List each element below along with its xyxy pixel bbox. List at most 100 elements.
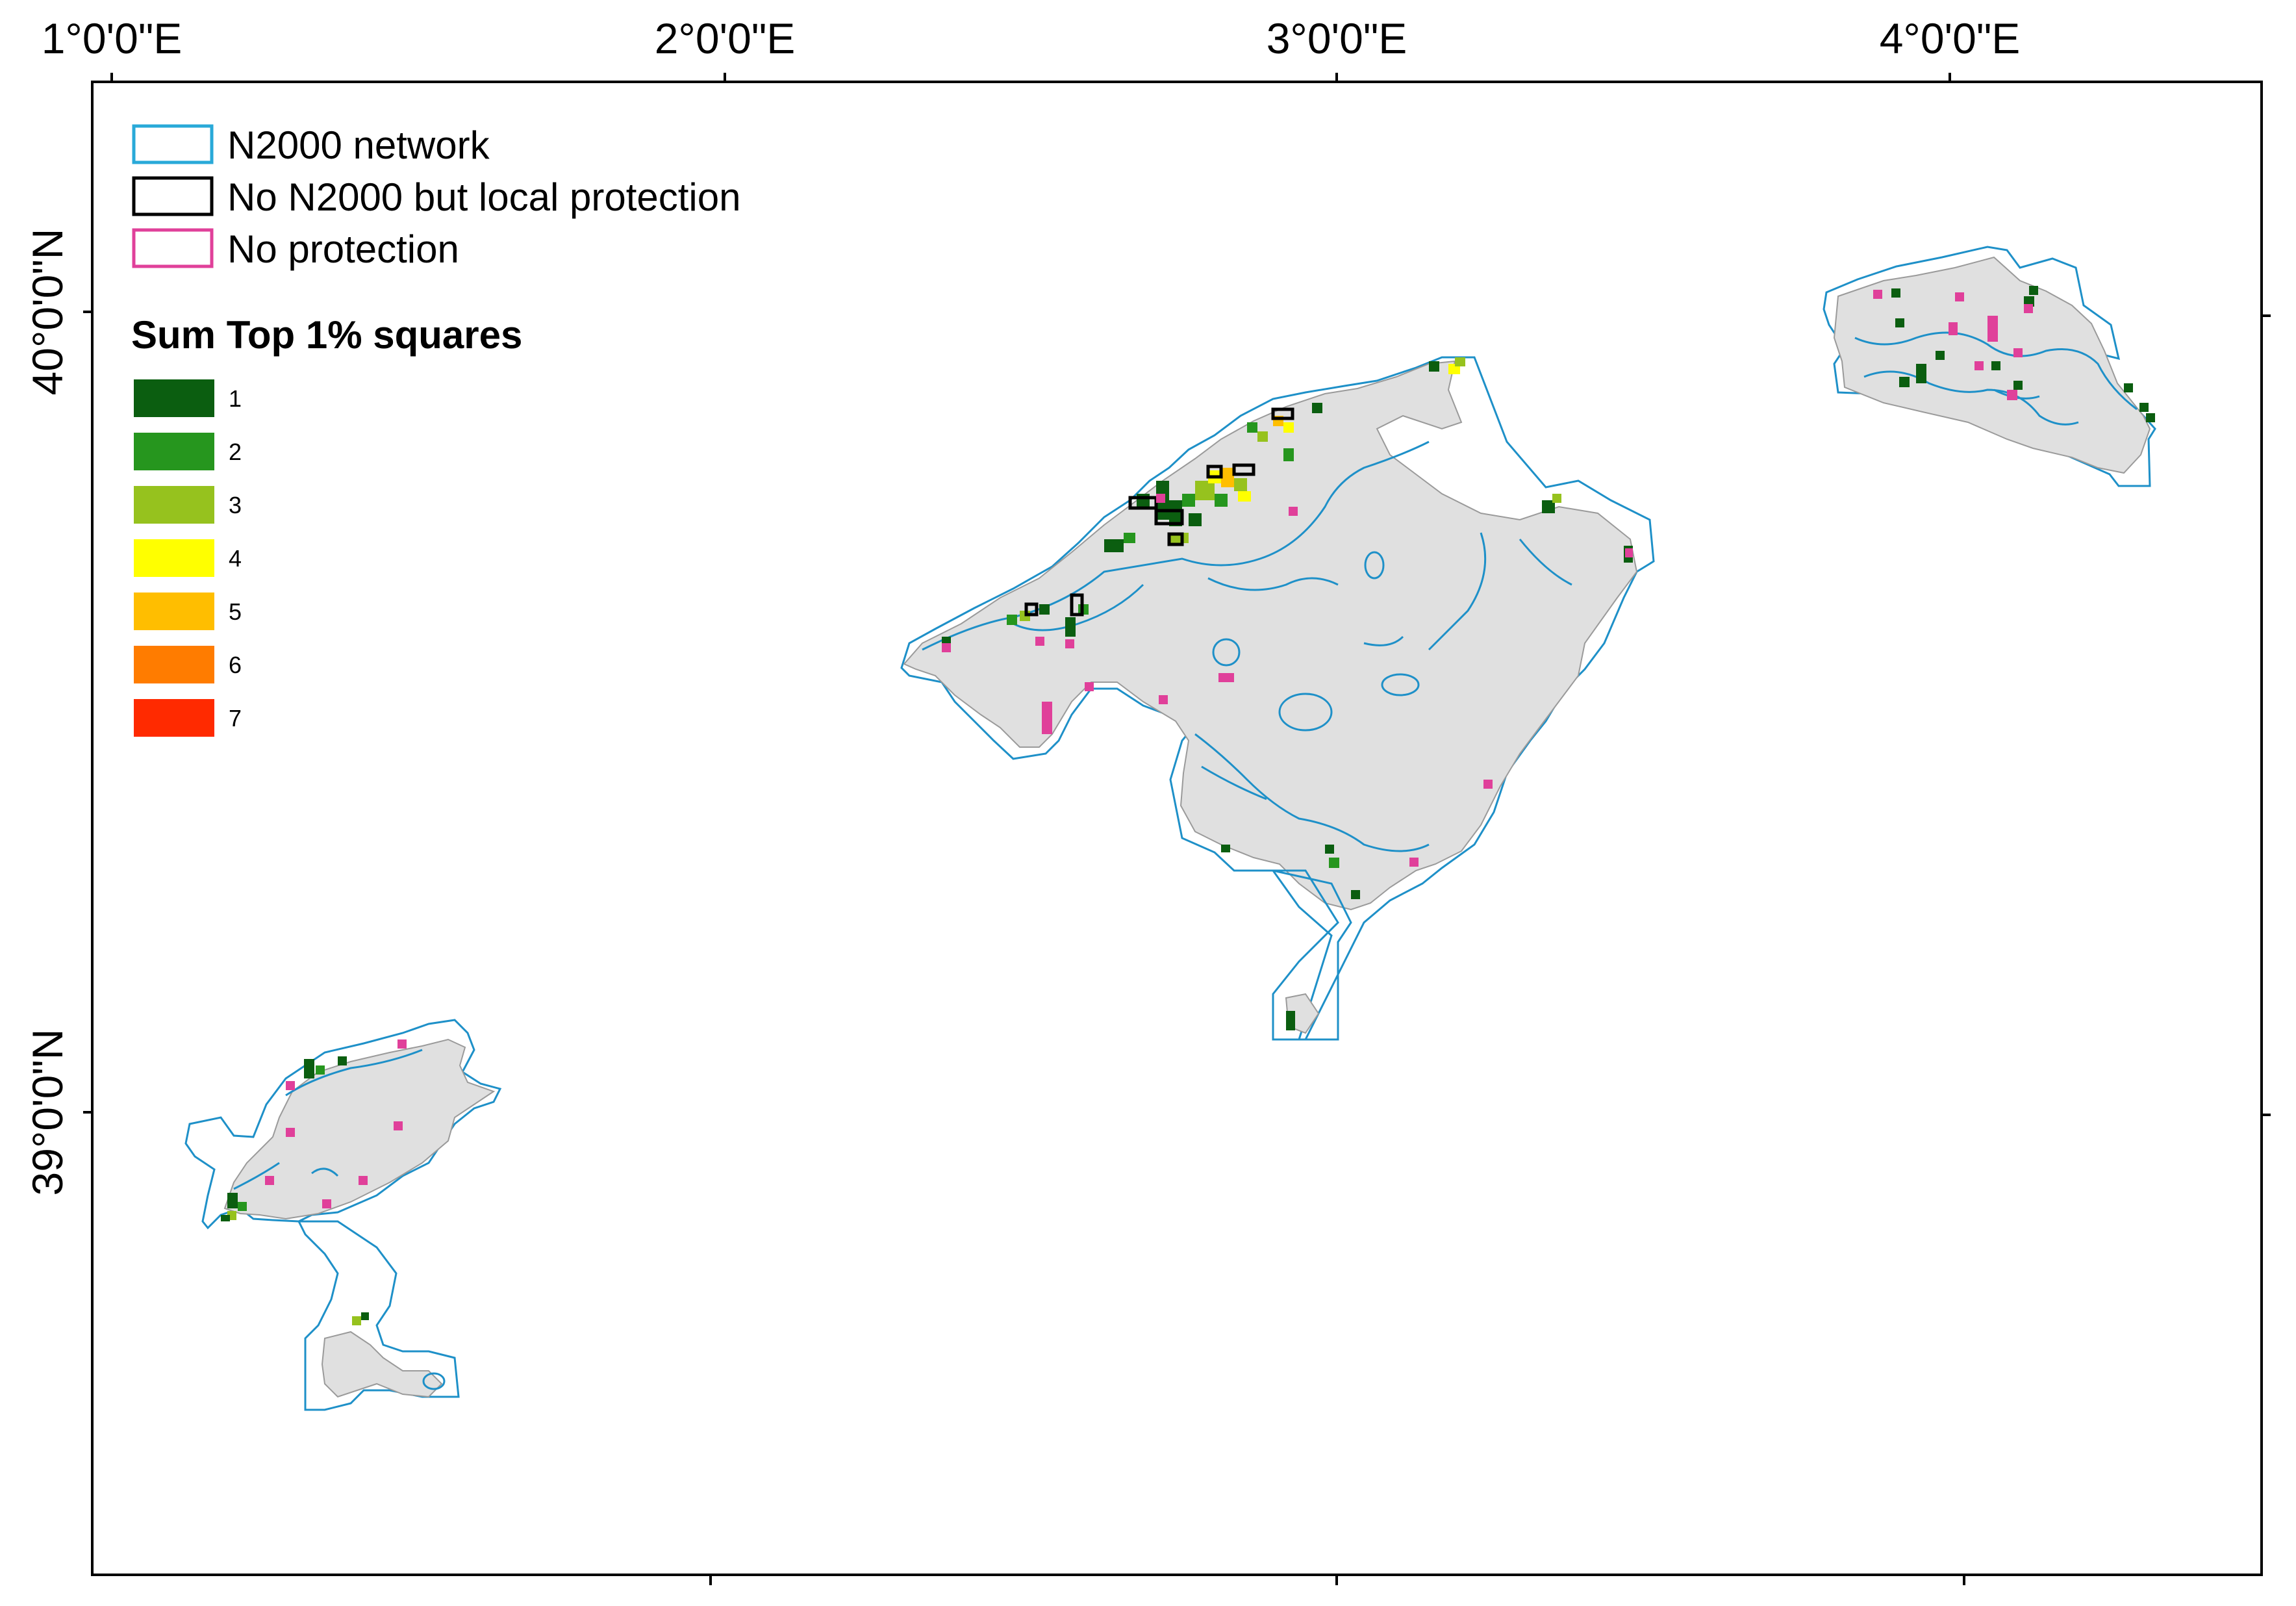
square-class-1 bbox=[361, 1312, 369, 1320]
square-class-2 bbox=[1247, 422, 1257, 433]
local-protection-cell bbox=[1167, 532, 1184, 546]
legend-swatch-n2000 bbox=[132, 124, 214, 164]
square-class-2 bbox=[1007, 615, 1017, 625]
no-protection-cell bbox=[397, 1039, 407, 1049]
legend-swatch-none bbox=[132, 228, 214, 268]
square-class-1 bbox=[1104, 539, 1124, 552]
tick-marks bbox=[83, 73, 2271, 1585]
legend-swatch-5 bbox=[134, 593, 214, 630]
local-protection-cell bbox=[1070, 593, 1084, 617]
local-protection-cell bbox=[1024, 602, 1039, 617]
lon-label-3e: 3°0'0"E bbox=[1267, 14, 1407, 62]
square-class-1 bbox=[2124, 383, 2133, 392]
square-class-2 bbox=[316, 1065, 325, 1075]
island-ibiza bbox=[184, 1019, 502, 1411]
legend-num-3: 3 bbox=[229, 492, 242, 518]
lon-label-1e: 1°0'0"E bbox=[42, 14, 183, 62]
square-class-2 bbox=[1329, 858, 1339, 868]
no-protection-cell bbox=[2013, 348, 2023, 357]
square-class-1 bbox=[1169, 500, 1182, 526]
no-protection-cell bbox=[2024, 304, 2033, 313]
square-class-1 bbox=[1916, 364, 1926, 383]
formentera-lagoon bbox=[422, 1372, 446, 1390]
no-protection-cell bbox=[1065, 639, 1074, 648]
legend-label-n2000: N2000 network bbox=[227, 123, 490, 167]
menorca-n2000-boundary bbox=[1823, 246, 2156, 487]
legend-label-none: No protection bbox=[227, 227, 459, 271]
square-class-1 bbox=[221, 1215, 230, 1221]
no-protection-cell bbox=[1409, 858, 1419, 867]
square-class-1 bbox=[1312, 403, 1322, 413]
no-protection-cell bbox=[1873, 290, 1882, 299]
square-class-1 bbox=[1221, 845, 1230, 852]
square-class-1 bbox=[1065, 617, 1076, 637]
square-class-1 bbox=[1039, 604, 1050, 615]
menorca-inner-n2000 bbox=[1854, 331, 2138, 426]
local-protection-cell bbox=[1232, 463, 1255, 476]
no-protection-cell bbox=[942, 643, 951, 652]
square-class-3 bbox=[1552, 494, 1561, 503]
square-class-1 bbox=[1895, 318, 1904, 327]
square-class-2 bbox=[1124, 533, 1135, 543]
square-class-3 bbox=[1455, 357, 1465, 366]
legend-swatch-4 bbox=[134, 539, 214, 577]
no-protection-cell bbox=[359, 1176, 368, 1185]
square-class-1 bbox=[1325, 845, 1334, 854]
legend-num-5: 5 bbox=[229, 598, 242, 625]
lon-label-2e: 2°0'0"E bbox=[655, 14, 796, 62]
no-protection-cell bbox=[1042, 702, 1052, 734]
square-class-1 bbox=[1189, 513, 1202, 526]
legend-title-sum: Sum Top 1% squares bbox=[131, 313, 522, 357]
mallorca-inland-n2000-d bbox=[1364, 551, 1385, 580]
local-protection-cell bbox=[1206, 465, 1223, 479]
legend-num-2: 2 bbox=[229, 439, 242, 465]
no-protection-cell bbox=[1218, 673, 1234, 682]
no-protection-cell bbox=[286, 1128, 295, 1137]
no-protection-cell bbox=[1156, 494, 1165, 503]
cabrera-n2000-boundary bbox=[1272, 869, 1352, 1041]
square-class-1 bbox=[338, 1056, 347, 1065]
square-class-1 bbox=[304, 1059, 314, 1078]
square-class-3 bbox=[1234, 478, 1247, 491]
ibiza-n2000-boundary bbox=[184, 1019, 502, 1230]
legend-swatch-6 bbox=[134, 646, 214, 683]
square-class-1 bbox=[2029, 286, 2038, 295]
square-class-1 bbox=[1891, 288, 1900, 298]
mallorca-land bbox=[903, 360, 1638, 911]
legend-num-7: 7 bbox=[229, 705, 242, 732]
legend-swatch-local bbox=[132, 176, 214, 216]
mallorca-inner-n2000 bbox=[922, 440, 1572, 852]
island-mallorca bbox=[900, 356, 1655, 1041]
square-class-1 bbox=[1351, 890, 1360, 899]
no-protection-cell bbox=[1949, 322, 1958, 335]
lat-label-39n: 39°0'0"N bbox=[23, 1029, 71, 1196]
legend-num-1: 1 bbox=[229, 385, 242, 412]
square-class-1 bbox=[1936, 351, 1945, 360]
local-protection-cell bbox=[1154, 509, 1184, 526]
square-class-1 bbox=[2013, 381, 2023, 390]
legend-swatch-3 bbox=[134, 486, 214, 524]
square-class-2 bbox=[1182, 494, 1195, 507]
legend-swatch-7 bbox=[134, 699, 214, 737]
square-class-4 bbox=[1283, 422, 1294, 433]
ibiza-inner-n2000 bbox=[233, 1049, 423, 1190]
local-protection-cell bbox=[1271, 407, 1294, 420]
no-protection-cell bbox=[1483, 780, 1493, 789]
no-protection-cell bbox=[1974, 361, 1984, 370]
square-class-3 bbox=[1195, 481, 1215, 500]
lon-label-4e: 4°0'0"E bbox=[1880, 14, 2021, 62]
ibiza-land bbox=[223, 1038, 496, 1220]
square-class-1 bbox=[1542, 500, 1555, 513]
square-class-3 bbox=[1257, 431, 1268, 442]
no-protection-cell bbox=[1987, 316, 1998, 342]
legend-swatch-1 bbox=[134, 379, 214, 417]
no-protection-cell bbox=[1289, 507, 1298, 516]
no-protection-cell bbox=[394, 1121, 403, 1130]
square-class-2 bbox=[238, 1202, 247, 1211]
top1-squares bbox=[221, 286, 2155, 1325]
no-protection-cell bbox=[2007, 390, 2017, 400]
square-class-1 bbox=[227, 1193, 238, 1208]
square-class-1 bbox=[2139, 403, 2149, 412]
square-class-1 bbox=[1899, 377, 1910, 387]
